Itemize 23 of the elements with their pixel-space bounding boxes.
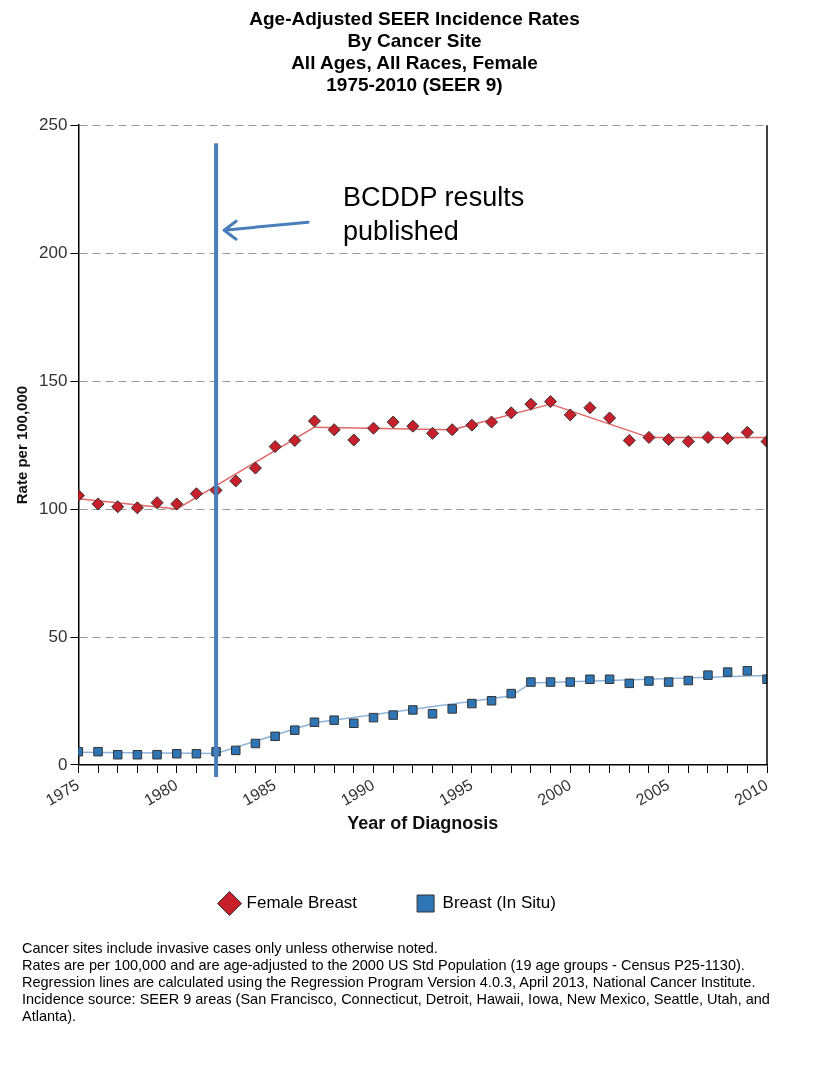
ref-line-label: BCDDP results published	[343, 182, 525, 247]
chart-title: Age-Adjusted SEER Incidence Rates By Cancer Site All Ages, All Races, Female 1975-2010 (SEER 9)	[248, 7, 581, 97]
x-tick-label: 1990	[337, 775, 378, 809]
text: Cancer sites include invasive cases only unless otherwise noted.	[22, 940, 439, 957]
y-tick-label: 0	[57, 754, 68, 774]
y-tick-label: 150	[38, 370, 68, 390]
y-tick-label: 50	[48, 626, 68, 646]
x-tick-label: 2010	[731, 775, 771, 809]
x-tick-label: 2000	[534, 775, 575, 809]
x-tick-label: 1980	[141, 775, 181, 809]
x-tick-label: 1975	[42, 775, 83, 809]
x-tick-label: 1995	[436, 775, 476, 809]
y-axis-title: Rate per 100,000	[13, 385, 31, 505]
y-tick-label: 200	[38, 242, 68, 262]
text: Rates are per 100,000 and are age-adjusted to the 2000 US Std Population (19 age groups - Census P25-1130). Regression lines are calculated using the Regression Program Version 4.0.3, April 2013, National Cancer Institute.	[22, 957, 757, 991]
x-tick-label: 2005	[633, 775, 673, 809]
y-tick-label: 100	[38, 498, 68, 518]
x-tick-label: 1985	[239, 775, 279, 809]
legend-label: Breast (In Situ)	[442, 893, 556, 913]
legend-label: Female Breast	[246, 893, 358, 913]
text: Incidence source: SEER 9 areas (San Francisco, Connecticut, Detroit, Hawaii, Iowa, New Mexico, Seattle, Utah, and Atlanta).	[22, 991, 771, 1025]
x-axis-title: Year of Diagnosis	[347, 813, 499, 834]
y-tick-label: 250	[38, 114, 68, 134]
